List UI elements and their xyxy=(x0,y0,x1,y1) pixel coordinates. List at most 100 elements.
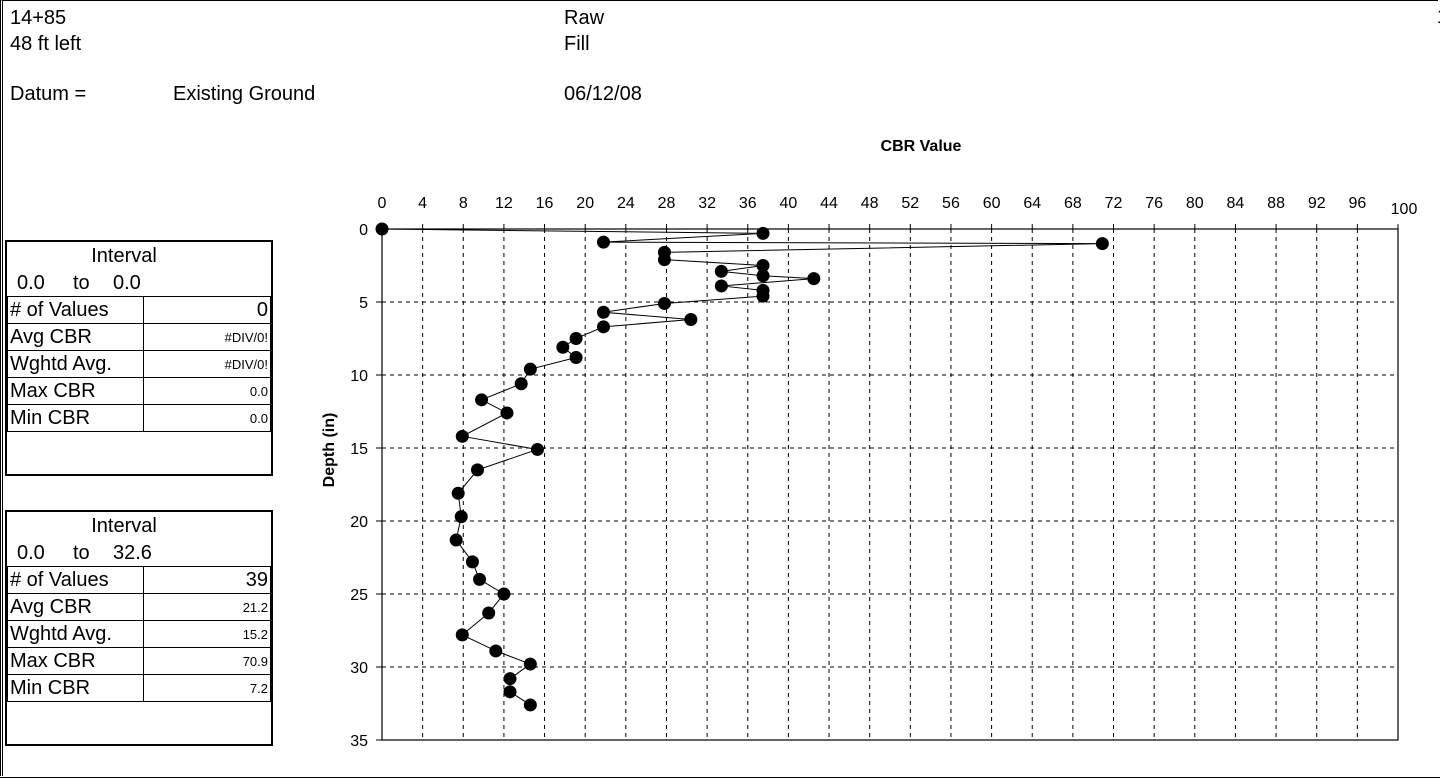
y-tick-label: 5 xyxy=(359,295,368,312)
row-value: 15.2 xyxy=(143,620,271,648)
interval-range: 0.0 to 32.6 xyxy=(7,540,271,566)
x-tick-label: 76 xyxy=(1145,195,1163,212)
data-point xyxy=(451,486,465,500)
data-point xyxy=(471,463,485,477)
data-point xyxy=(482,606,496,620)
data-point xyxy=(523,698,537,712)
data-point xyxy=(473,572,487,586)
station-label: 14+85 xyxy=(10,7,67,29)
date-label: 06/12/08 xyxy=(564,83,642,105)
table-row: Min CBR 0.0 xyxy=(7,404,271,432)
x-tick-label: 60 xyxy=(983,195,1001,212)
data-point xyxy=(449,533,463,547)
x-tick-label: 8 xyxy=(459,195,468,212)
data-point xyxy=(756,289,770,303)
y-tick-label: 10 xyxy=(350,368,368,385)
row-label: Wghtd Avg. xyxy=(7,350,144,378)
row-value: 0 xyxy=(143,296,271,324)
data-point xyxy=(503,672,517,686)
row-value: 0.0 xyxy=(143,404,271,432)
x-tick-label: 16 xyxy=(536,195,554,212)
x-tick-label: 40 xyxy=(780,195,798,212)
data-point xyxy=(1095,237,1109,251)
table-row: Avg CBR 21.2 xyxy=(7,593,271,621)
interval-from: 0.0 xyxy=(17,272,45,294)
material-label: Fill xyxy=(564,33,590,55)
data-point xyxy=(569,350,583,364)
interval-to: 0.0 xyxy=(113,272,141,294)
page-number: 1 xyxy=(1437,6,1440,29)
interval-title: Interval xyxy=(91,515,157,537)
data-point xyxy=(375,222,389,236)
data-point xyxy=(475,393,489,407)
table-row: Max CBR 70.9 xyxy=(7,647,271,675)
table-row: Wghtd Avg. 15.2 xyxy=(7,620,271,648)
data-point xyxy=(465,555,479,569)
x-tick-label: 84 xyxy=(1227,195,1245,212)
datum-label: Datum = xyxy=(10,83,87,105)
row-label: # of Values xyxy=(7,566,144,594)
row-value: 7.2 xyxy=(143,674,271,702)
data-point xyxy=(756,269,770,283)
table-row: # of Values 39 xyxy=(7,566,271,594)
x-tick-label: 48 xyxy=(861,195,879,212)
data-point xyxy=(455,628,469,642)
data-point xyxy=(556,340,570,354)
data-point xyxy=(497,587,511,601)
data-point xyxy=(489,644,503,658)
x-tick-label: 28 xyxy=(658,195,676,212)
y-axis-label: Depth (in) xyxy=(321,413,338,488)
row-label: Min CBR xyxy=(7,404,144,432)
row-value: 70.9 xyxy=(143,647,271,675)
x-tick-label: 52 xyxy=(901,195,919,212)
data-point xyxy=(500,406,514,420)
interval-summary-box-1: Interval 0.0 to 0.0 # of Values 0 Avg CBR #D… xyxy=(5,240,273,476)
row-label: Min CBR xyxy=(7,674,144,702)
x-tick-label: 80 xyxy=(1186,195,1204,212)
data-point xyxy=(756,226,770,240)
table-row: Max CBR 0.0 xyxy=(7,377,271,405)
datum-value: Existing Ground xyxy=(173,83,316,105)
table-row: Min CBR 7.2 xyxy=(7,674,271,702)
y-tick-label: 20 xyxy=(350,514,368,531)
x-tick-label: 12 xyxy=(495,195,513,212)
x-tick-label: 64 xyxy=(1023,195,1041,212)
summary-table: # of Values 39 Avg CBR 21.2 Wghtd Avg. 15.2… xyxy=(7,566,271,702)
data-point xyxy=(714,264,728,278)
data-point xyxy=(596,235,610,249)
x-tick-label: 20 xyxy=(576,195,594,212)
interval-to-word: to xyxy=(73,542,90,564)
data-point xyxy=(455,429,469,443)
interval-from: 0.0 xyxy=(17,542,45,564)
x-tick-label: 0 xyxy=(378,195,387,212)
interval-to-word: to xyxy=(73,272,90,294)
summary-table: # of Values 0 Avg CBR #DIV/0! Wghtd Avg. #D… xyxy=(7,296,271,432)
data-point xyxy=(596,305,610,319)
data-point xyxy=(454,510,468,524)
x-tick-label: 24 xyxy=(617,195,635,212)
data-point xyxy=(684,313,698,327)
data-point xyxy=(514,377,528,391)
data-point xyxy=(530,442,544,456)
x-tick-label: 36 xyxy=(739,195,757,212)
x-tick-label: 72 xyxy=(1105,195,1123,212)
row-value: 0.0 xyxy=(143,377,271,405)
offset-label: 48 ft left xyxy=(10,33,82,55)
x-tick-label: 96 xyxy=(1348,195,1366,212)
data-point xyxy=(596,320,610,334)
series-line xyxy=(381,228,1103,706)
x-tick-label: 92 xyxy=(1308,195,1326,212)
row-value: #DIV/0! xyxy=(143,323,271,351)
row-label: Max CBR xyxy=(7,377,144,405)
data-point xyxy=(523,657,537,671)
x-tick-label: 44 xyxy=(820,195,838,212)
interval-to: 32.6 xyxy=(113,542,152,564)
interval-summary-box-2: Interval 0.0 to 32.6 # of Values 39 Avg CBR… xyxy=(5,510,273,746)
chart-title: CBR Value xyxy=(881,138,962,155)
data-point xyxy=(503,685,517,699)
data-point xyxy=(807,272,821,286)
x-tick-label: 88 xyxy=(1267,195,1285,212)
y-tick-label: 0 xyxy=(359,222,368,239)
